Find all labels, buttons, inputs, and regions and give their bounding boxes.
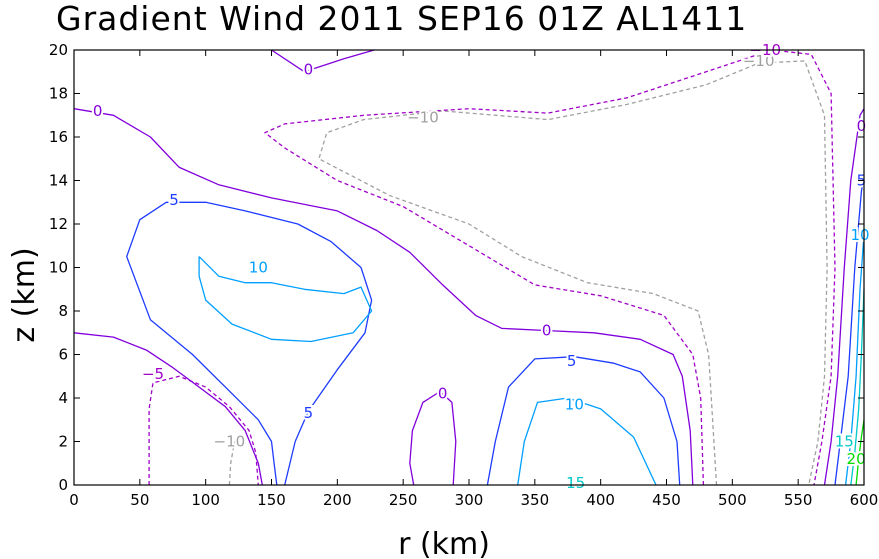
y-tick-label: 14	[49, 172, 68, 190]
contour-0-line	[409, 390, 457, 486]
contour-lines	[73, 49, 865, 486]
x-tick-label: 350	[521, 491, 550, 509]
contour-0-line	[73, 108, 694, 486]
contour-label: 0	[304, 61, 314, 79]
x-tick-label: 250	[389, 491, 418, 509]
contour-label: −10	[743, 52, 775, 70]
y-tick-label: 16	[49, 128, 68, 146]
y-tick-label: 10	[49, 259, 68, 277]
plot-frame	[73, 49, 865, 486]
x-tick-label: 300	[455, 491, 484, 509]
contour-label: 5	[169, 191, 179, 209]
y-tick-label: 2	[58, 433, 68, 451]
y-tick-label: 20	[49, 41, 68, 59]
contour-10-line	[517, 397, 657, 486]
contour-neg10-line	[228, 441, 236, 486]
y-tick-label: 6	[58, 346, 68, 364]
contour-label: 10	[565, 396, 584, 414]
contour-label: 15	[835, 433, 854, 451]
contour-label: −10	[407, 108, 439, 126]
contour-label: 10	[851, 226, 870, 244]
contour-label: 0	[857, 117, 867, 135]
x-tick-label: 500	[718, 491, 747, 509]
y-tick-label: 0	[58, 476, 68, 494]
y-tick-label: 4	[58, 389, 68, 407]
contour-label: 5	[567, 352, 577, 370]
contour-label: −10	[214, 433, 246, 451]
contour-5-line	[834, 176, 865, 486]
x-tick-label: 550	[784, 491, 813, 509]
x-tick-label: 150	[257, 491, 286, 509]
y-axis-ticks: 0 2 4 6 8 10 12 14 16 18 20	[49, 41, 864, 494]
contour-0-line	[271, 49, 375, 73]
contour-label: 10	[249, 259, 268, 277]
contour-neg10-line	[318, 60, 828, 486]
y-tick-label: 12	[49, 215, 68, 233]
contour-0-line	[823, 108, 865, 486]
y-axis-label: z (km)	[7, 247, 42, 342]
contour-5-line	[126, 201, 373, 486]
chart-title: Gradient Wind 2011 SEP16 01Z AL1411	[56, 0, 747, 38]
contour-5-line	[486, 356, 681, 486]
contour-20-line	[855, 419, 865, 486]
x-tick-label: 600	[850, 491, 879, 509]
x-tick-label: 400	[586, 491, 615, 509]
contour-0-line	[73, 332, 263, 486]
contour-10-line	[198, 256, 373, 343]
contour-label: 15	[566, 474, 585, 492]
contour-label: −5	[142, 365, 164, 383]
x-tick-label: 200	[323, 491, 352, 509]
x-tick-label: 100	[191, 491, 220, 509]
y-tick-label: 18	[49, 85, 68, 103]
contour-label: 0	[438, 385, 448, 403]
x-tick-label: 450	[652, 491, 681, 509]
contour-15-line	[850, 289, 865, 486]
contour-10-line	[844, 234, 865, 486]
contour-label: 0	[542, 322, 552, 340]
contour-label: 20	[847, 450, 866, 468]
x-axis-label: r (km)	[398, 527, 490, 559]
contour-neg5-line	[148, 375, 259, 486]
x-tick-label: 50	[130, 491, 149, 509]
y-tick-label: 8	[58, 302, 68, 320]
x-axis-ticks: 0 50 100 150 200 250 300 350 400 450 500 550 600	[69, 50, 878, 509]
contour-neg5-line	[264, 49, 836, 486]
x-tick-label: 0	[69, 491, 79, 509]
contour-label: 0	[93, 102, 103, 120]
contour-label: 5	[304, 404, 314, 422]
